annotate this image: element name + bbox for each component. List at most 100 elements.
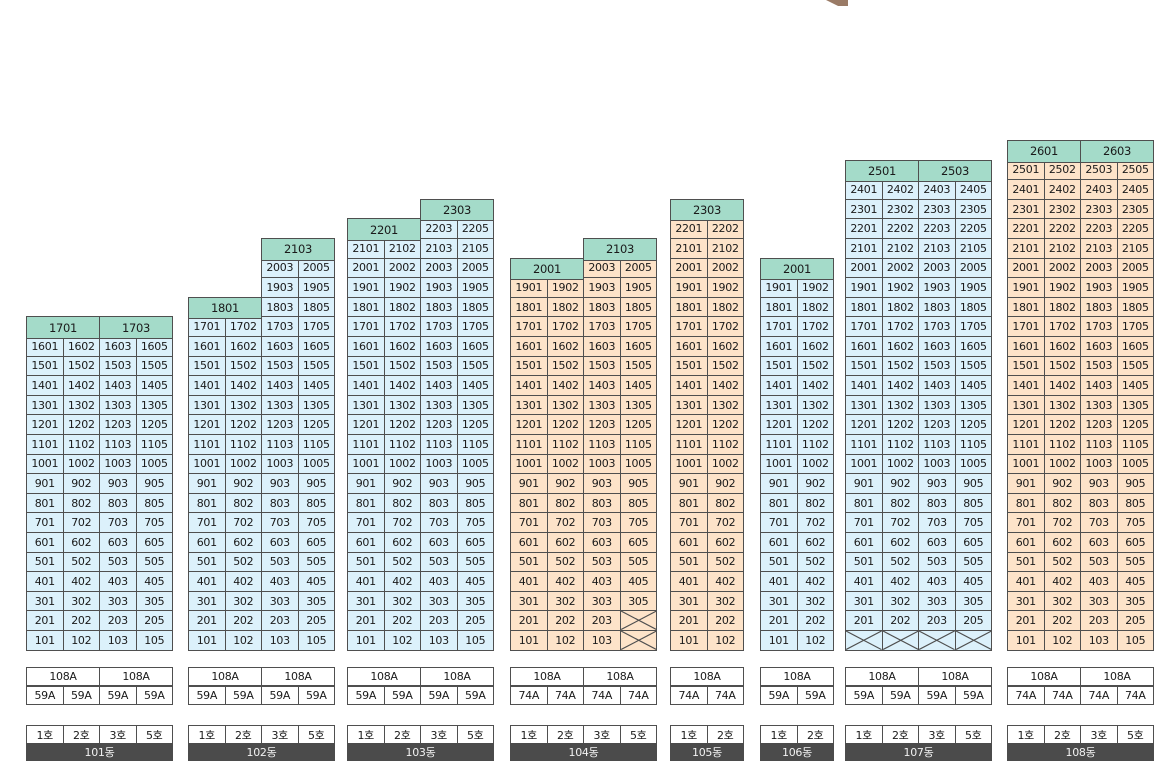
line-label: 1호 [1007,725,1045,744]
unit-cell: 701 [845,512,883,533]
unit-cell: 2502 [1043,159,1081,181]
unit-type-small: 59A [760,686,798,705]
line-label: 1호 [26,725,64,744]
unit-cell: 1405 [954,375,992,396]
building-name-label: 103동 [347,743,494,761]
line-label: 3호 [261,725,299,744]
unit-cell: 1803 [1080,296,1118,318]
unit-cell: 1503 [918,355,956,377]
unit-cell: 1802 [881,296,919,318]
unit-cell: 405 [456,571,494,592]
unit-cell: 1505 [954,355,992,377]
unit-cell: 1002 [1043,453,1081,475]
unit-cell: 1205 [954,414,992,435]
unit-cell: 1402 [881,375,919,396]
unit-cell: 1701 [760,316,798,337]
line-label: 3호 [420,725,458,744]
unit-cell: 801 [760,492,798,514]
unit-cell: 502 [383,551,421,573]
unit-cell: 1101 [670,434,708,455]
unit-cell: 2002 [1043,257,1081,279]
unit-cell: 1602 [706,336,744,357]
unit-cell: 801 [510,492,548,514]
unit-cell: 305 [135,590,173,612]
unit-cell: 803 [583,492,621,514]
unit-cell: 1605 [619,336,657,357]
unit-cell: 1201 [188,414,226,435]
building-name-label: 106동 [760,743,834,761]
unit-cell: 1702 [224,316,262,337]
unit-cell: 201 [1007,610,1045,631]
unit-cell: 101 [1007,630,1045,651]
unit-cell: 2305 [1116,198,1154,220]
unit-type-small: 74A [583,686,621,705]
unit-cell: 1401 [347,375,385,396]
unit-cell: 902 [881,473,919,494]
unit-cell: 2203 [420,218,458,239]
unit-cell: 1301 [845,394,883,416]
unit-type-small: 59A [881,686,919,705]
line-label: 2호 [224,725,262,744]
unit-cell: 2205 [954,218,992,239]
unit-cell: 1203 [918,414,956,435]
unit-cell: 603 [583,532,621,553]
unit-cell: 1105 [135,434,173,455]
unit-cell: 903 [1080,473,1118,494]
unit-cell: 702 [224,512,262,533]
unit-cell: 902 [706,473,744,494]
unit-cell: 1002 [62,453,100,475]
unit-cell: 502 [706,551,744,573]
unit-cell: 101 [188,630,226,651]
unit-cell: 1101 [188,434,226,455]
unit-cell: 501 [1007,551,1045,573]
unit-cell: 1205 [297,414,335,435]
unit-cell: 1501 [845,355,883,377]
unit-cell: 1905 [954,277,992,298]
unit-cell: 703 [99,512,137,533]
unit-type-large: 108A [188,667,262,686]
unit-cell: 1203 [583,414,621,435]
unit-cell: 1305 [619,394,657,416]
line-label: 2호 [383,725,421,744]
unit-cell: 1302 [796,394,834,416]
unit-cell: 803 [1080,492,1118,514]
unit-cell: 405 [297,571,335,592]
unit-cell: 1005 [456,453,494,475]
unit-cell: 802 [62,492,100,514]
line-label: 3호 [99,725,137,744]
unit-cell: 1502 [224,355,262,377]
unit-cell: 202 [383,610,421,631]
unit-cell: 1402 [62,375,100,396]
unit-cell: 403 [99,571,137,592]
line-label: 1호 [670,725,708,744]
unit-type-large: 108A [26,667,100,686]
unit-cell: 602 [1043,532,1081,553]
unit-cell: 2005 [954,257,992,279]
unit-cell: 1702 [546,316,584,337]
unit-cell: 705 [297,512,335,533]
unit-cell: 1405 [297,375,335,396]
unit-cell: 1203 [420,414,458,435]
unit-cell: 1103 [420,434,458,455]
unit-cell: 2005 [297,257,335,279]
unit-cell: 605 [297,532,335,553]
unit-cell: 1801 [347,296,385,318]
unit-cell: 201 [670,610,708,631]
unit-cell: 805 [297,492,335,514]
unit-type-large: 108A [845,667,919,686]
unit-cell: 2202 [881,218,919,239]
penthouse-unit-header: 2103 [583,238,657,261]
unit-cell: 605 [954,532,992,553]
unit-cell: 1902 [706,277,744,298]
unit-cell: 402 [224,571,262,592]
unit-cell: 2101 [845,238,883,259]
unit-cell: 1801 [760,296,798,318]
unit-type-small: 59A [347,686,385,705]
unit-type-small: 59A [796,686,834,705]
unit-cell: 1401 [760,375,798,396]
unit-cell: 1202 [796,414,834,435]
unit-cell: 905 [135,473,173,494]
unit-cell: 2503 [1080,159,1118,181]
unit-cell: 1505 [135,355,173,377]
unit-cell: 505 [954,551,992,573]
